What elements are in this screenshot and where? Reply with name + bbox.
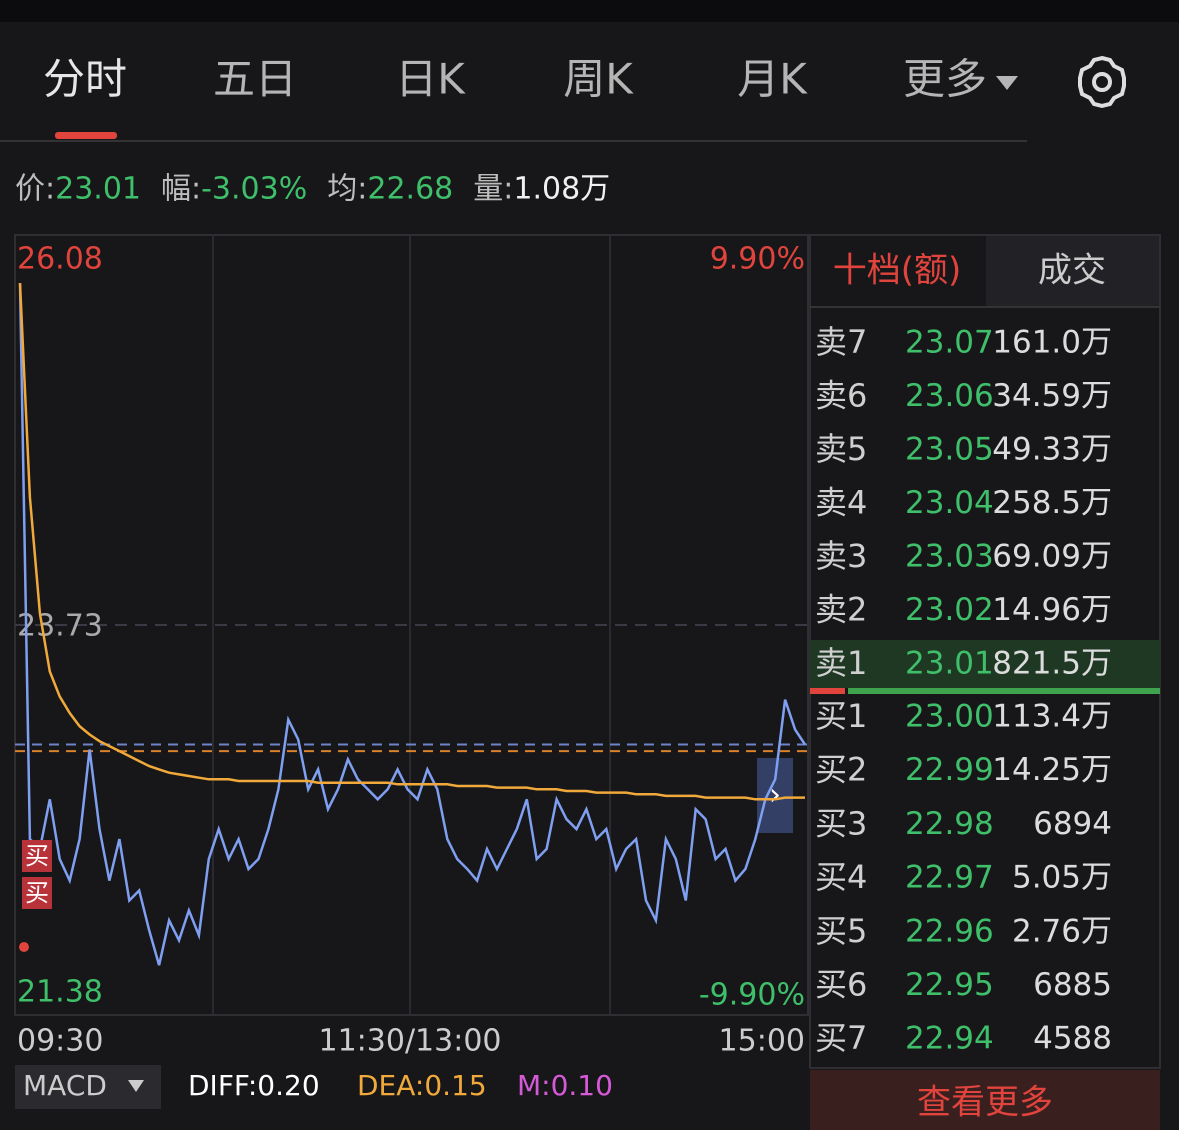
book-level: 买4 xyxy=(815,858,867,896)
more-button-bg[interactable] xyxy=(810,1070,1160,1130)
stat-value: 1.08万 xyxy=(513,172,610,207)
x-tick-label: 09:30 xyxy=(17,1024,103,1059)
book-amount: 4588 xyxy=(1033,1021,1112,1057)
book-amount: 6894 xyxy=(1033,806,1112,842)
book-level: 卖3 xyxy=(815,537,867,575)
book-price: 23.05 xyxy=(905,432,994,468)
book-amount: 821.5万 xyxy=(992,646,1112,682)
trade-marker-bg xyxy=(22,877,52,909)
stat-label: 均: xyxy=(327,172,367,207)
x-tick-label: 15:00 xyxy=(719,1024,805,1059)
stat-label: 量: xyxy=(473,172,513,207)
indicator-value: DIFF:0.20 xyxy=(188,1069,320,1102)
expand-button[interactable] xyxy=(757,758,793,833)
divider-red xyxy=(810,688,845,694)
book-level: 买3 xyxy=(815,804,867,842)
settings-icon[interactable] xyxy=(1078,55,1126,109)
book-price: 22.96 xyxy=(905,913,994,949)
book-amount: 49.33万 xyxy=(992,432,1112,468)
book-price: 23.02 xyxy=(905,592,994,628)
book-price: 23.07 xyxy=(905,325,994,361)
stat-label: 价: xyxy=(15,172,55,207)
book-price: 23.06 xyxy=(905,378,994,414)
active-tab-indicator xyxy=(55,132,117,139)
pct-label: 9.90% xyxy=(710,242,805,277)
book-amount: 258.5万 xyxy=(992,485,1112,521)
more-button[interactable]: 查看更多 xyxy=(917,1083,1053,1123)
book-level: 卖5 xyxy=(815,430,867,468)
book-price: 23.00 xyxy=(905,699,994,735)
book-amount: 161.0万 xyxy=(992,325,1112,361)
price-line xyxy=(18,283,805,801)
dropdown-arrow[interactable] xyxy=(996,76,1018,90)
book-price: 23.04 xyxy=(905,485,994,521)
book-level: 买7 xyxy=(815,1019,867,1057)
book-amount: 2.76万 xyxy=(1012,913,1112,949)
tab[interactable]: 更多 xyxy=(903,55,987,104)
highlight-row xyxy=(810,640,1160,688)
expand-arrow[interactable]: › xyxy=(769,778,781,813)
book-amount: 14.96万 xyxy=(992,592,1112,628)
book-amount: 69.09万 xyxy=(992,539,1112,575)
tab[interactable]: 周K xyxy=(563,55,634,104)
book-level: 买6 xyxy=(815,966,867,1004)
book-level: 卖6 xyxy=(815,377,867,415)
book-amount: 113.4万 xyxy=(992,699,1112,735)
book-price: 22.95 xyxy=(905,967,994,1003)
tab[interactable]: 五日 xyxy=(213,55,297,104)
book-price: 23.01 xyxy=(905,646,994,682)
trade-marker: 买 xyxy=(25,842,49,870)
stat-value: 23.01 xyxy=(55,172,141,207)
x-tick-label: 11:30/13:00 xyxy=(318,1024,501,1059)
indicator-arrow[interactable] xyxy=(128,1080,144,1092)
pct-label: -9.90% xyxy=(699,978,805,1013)
book-level: 卖4 xyxy=(815,484,867,522)
divider-green xyxy=(848,688,1160,694)
book-level: 买2 xyxy=(815,751,867,789)
indicator-value: DEA:0.15 xyxy=(357,1069,487,1102)
book-tab[interactable]: 成交 xyxy=(1038,251,1106,291)
book-level: 卖2 xyxy=(815,591,867,629)
indicator-name[interactable]: MACD xyxy=(23,1069,107,1102)
book-level: 买5 xyxy=(815,912,867,950)
y-tick-label: 26.08 xyxy=(17,242,103,277)
book-level: 卖7 xyxy=(815,323,867,361)
tab[interactable]: 分时 xyxy=(43,55,127,104)
book-tab[interactable]: 十档(额) xyxy=(833,251,962,291)
book-price: 22.98 xyxy=(905,806,994,842)
indicator-value: M:0.10 xyxy=(517,1069,613,1102)
book-price: 22.97 xyxy=(905,860,994,896)
book-price: 23.03 xyxy=(905,539,994,575)
price-line xyxy=(18,283,807,966)
tab[interactable]: 月K xyxy=(737,55,808,104)
trade-marker-bg xyxy=(22,840,52,872)
stat-label: 幅: xyxy=(161,172,201,207)
top-bar xyxy=(0,0,1179,22)
y-tick-label: 21.38 xyxy=(17,975,103,1010)
y-tick-label: 23.73 xyxy=(17,609,103,644)
stat-value: -3.03% xyxy=(201,172,307,207)
book-price: 22.99 xyxy=(905,752,994,788)
book-level: 卖1 xyxy=(815,644,867,682)
tab-bg xyxy=(986,236,1159,306)
book-amount: 34.59万 xyxy=(992,378,1112,414)
stat-value: 22.68 xyxy=(367,172,453,207)
dot xyxy=(19,942,29,952)
book-price: 22.94 xyxy=(905,1021,994,1057)
book-amount: 14.25万 xyxy=(992,752,1112,788)
tab[interactable]: 日K xyxy=(395,55,466,104)
trade-marker: 买 xyxy=(25,879,49,907)
book-level: 买1 xyxy=(815,697,867,735)
book-amount: 6885 xyxy=(1033,967,1112,1003)
book-amount: 5.05万 xyxy=(1012,860,1112,896)
